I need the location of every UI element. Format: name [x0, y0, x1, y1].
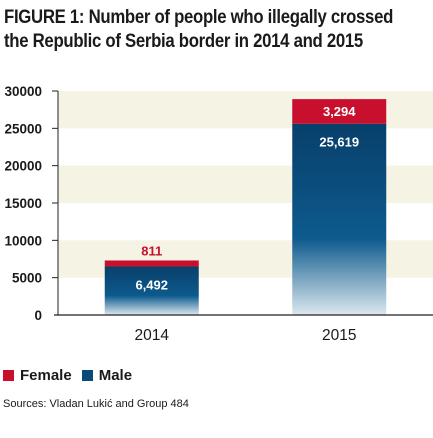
chart-title-line-2: the Republic of Serbia border in 2014 an… — [4, 30, 363, 52]
legend: Female Male — [3, 366, 142, 384]
y-axis: 0 5000 10000 15000 20000 25000 30000 — [4, 84, 59, 323]
legend-item-female: Female — [3, 367, 72, 384]
y-tick-label: 20000 — [4, 159, 42, 174]
bar-male-2015 — [292, 123, 387, 316]
stacked-bar-chart: 0 5000 10000 15000 20000 25000 30000 6,492 811 2… — [4, 84, 433, 344]
source-note: Sources: Vladan Lukić and Group 484 — [3, 398, 189, 410]
x-tick-label-2014: 2014 — [135, 327, 170, 344]
legend-label-male: Male — [98, 366, 133, 384]
y-tick-label: 5000 — [12, 271, 42, 286]
data-label-male-2014: 6,492 — [135, 278, 168, 293]
y-tick-label: 30000 — [4, 84, 42, 99]
y-tick-label: 0 — [34, 308, 42, 323]
x-tick-label-2015: 2015 — [322, 327, 356, 344]
legend-item-male: Male — [81, 366, 133, 384]
bar-female-2014 — [104, 260, 199, 267]
x-axis: 2014 2015 — [54, 314, 433, 344]
y-tick-label: 25000 — [4, 121, 42, 136]
bars-layer: 6,492 811 25,619 3,294 — [104, 99, 387, 316]
bar-female-2015 — [292, 99, 387, 124]
y-tick-label: 10000 — [4, 233, 42, 248]
y-tick-label: 15000 — [4, 196, 42, 211]
legend-swatch-female — [3, 369, 14, 381]
legend-swatch-male — [81, 369, 93, 381]
legend-label-female: Female — [20, 366, 72, 384]
data-label-male-2015: 25,619 — [319, 135, 359, 150]
chart-title: FIGURE 1: Number of people who illegally… — [4, 5, 394, 53]
bar-male-2014 — [104, 266, 199, 315]
chart-title-line-1: FIGURE 1: Number of people who illegally… — [4, 6, 394, 28]
data-label-female-2014: 811 — [141, 243, 162, 258]
data-label-female-2015: 3,294 — [323, 104, 356, 119]
